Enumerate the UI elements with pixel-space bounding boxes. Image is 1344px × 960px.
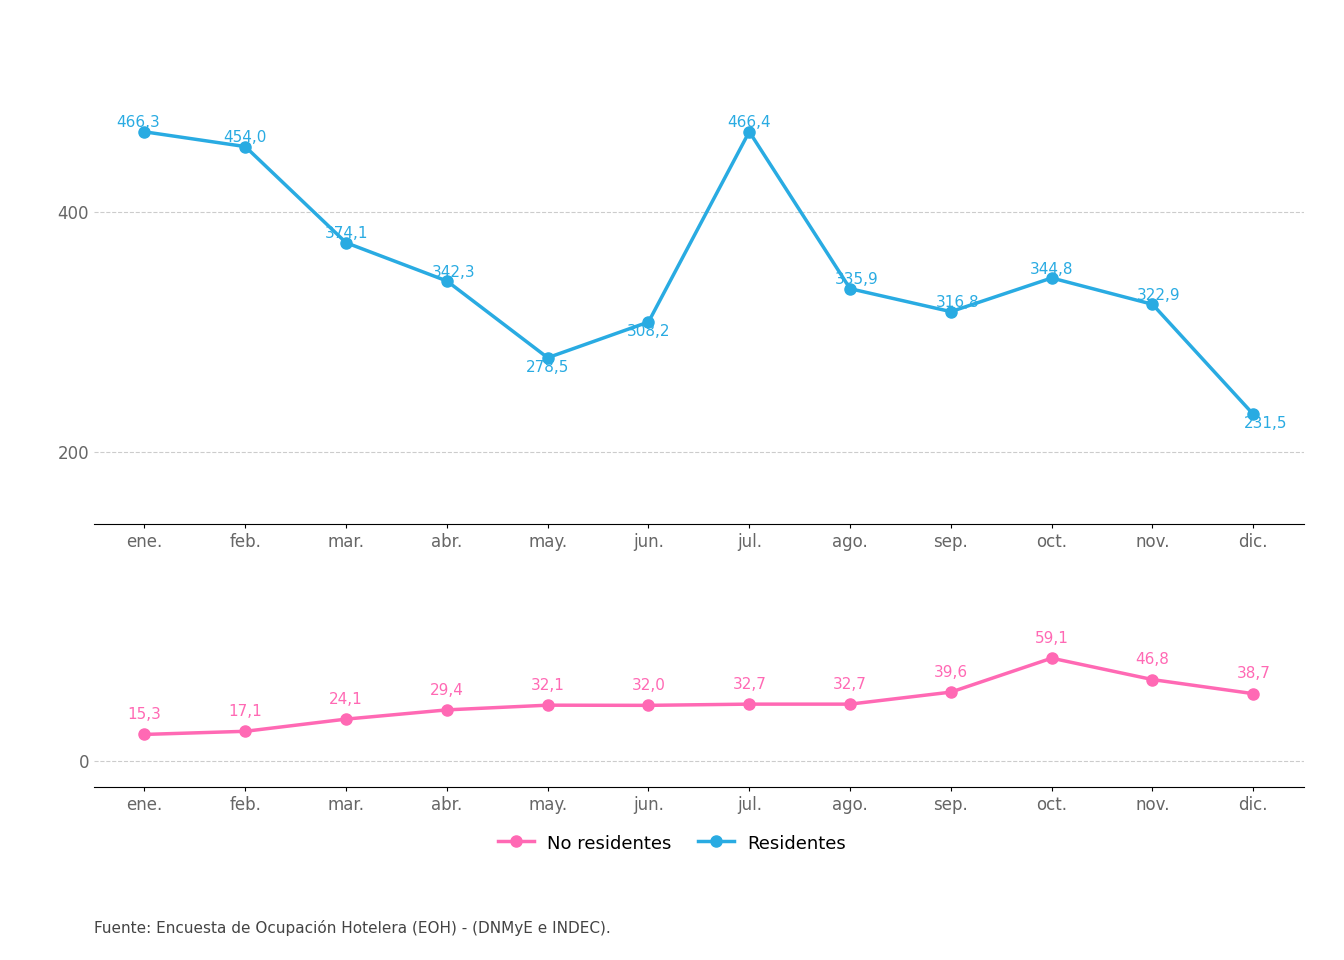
Text: 46,8: 46,8 bbox=[1136, 653, 1169, 667]
Text: 39,6: 39,6 bbox=[934, 665, 968, 680]
Text: 466,3: 466,3 bbox=[117, 115, 160, 131]
Text: 29,4: 29,4 bbox=[430, 683, 464, 698]
Text: 374,1: 374,1 bbox=[324, 227, 368, 241]
Text: 15,3: 15,3 bbox=[128, 708, 161, 722]
Text: 38,7: 38,7 bbox=[1236, 666, 1270, 682]
Text: Fuente: Encuesta de Ocupación Hotelera (EOH) - (DNMyE e INDEC).: Fuente: Encuesta de Ocupación Hotelera (… bbox=[94, 920, 610, 936]
Text: 454,0: 454,0 bbox=[223, 131, 267, 145]
Text: 466,4: 466,4 bbox=[727, 115, 771, 131]
Text: 59,1: 59,1 bbox=[1035, 631, 1068, 646]
Text: 24,1: 24,1 bbox=[329, 692, 363, 707]
Text: 32,1: 32,1 bbox=[531, 678, 564, 693]
Text: 32,7: 32,7 bbox=[833, 677, 867, 692]
Text: 32,0: 32,0 bbox=[632, 678, 665, 693]
Text: 231,5: 231,5 bbox=[1245, 417, 1288, 431]
Text: 316,8: 316,8 bbox=[935, 296, 978, 310]
Text: 344,8: 344,8 bbox=[1030, 261, 1074, 276]
Text: 17,1: 17,1 bbox=[228, 704, 262, 719]
Text: 335,9: 335,9 bbox=[835, 273, 878, 287]
Text: 278,5: 278,5 bbox=[526, 360, 570, 375]
Legend: No residentes, Residentes: No residentes, Residentes bbox=[491, 828, 853, 860]
Text: 342,3: 342,3 bbox=[431, 265, 474, 279]
Text: 32,7: 32,7 bbox=[732, 677, 766, 692]
Text: 322,9: 322,9 bbox=[1137, 288, 1180, 302]
Text: 308,2: 308,2 bbox=[626, 324, 671, 339]
